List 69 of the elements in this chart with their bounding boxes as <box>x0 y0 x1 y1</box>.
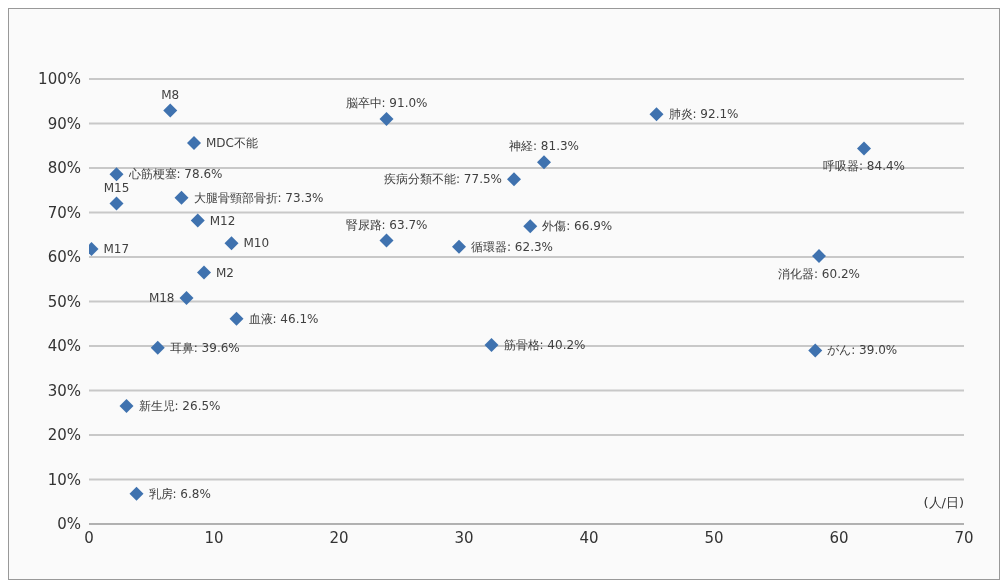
y-tick-label: 70% <box>47 203 81 222</box>
data-label: M12 <box>209 213 236 228</box>
point <box>109 167 124 182</box>
point <box>857 141 871 156</box>
data-label: M8 <box>161 87 180 102</box>
point <box>484 338 499 353</box>
y-tick-label: 10% <box>47 470 81 489</box>
x-axis-title: (人/日) <box>923 495 964 511</box>
y-tick-label: 90% <box>47 114 81 133</box>
data-label: 筋骨格: 40.2% <box>503 338 586 353</box>
point <box>190 213 205 228</box>
x-tick-label: 0 <box>84 528 94 547</box>
x-tick-label: 60 <box>829 528 849 547</box>
y-tick-label: 30% <box>47 381 81 400</box>
y-tick-label: 40% <box>47 337 81 356</box>
data-label: 腎尿路: 63.7% <box>345 217 428 232</box>
y-tick-label: 80% <box>47 159 81 178</box>
point <box>109 196 124 211</box>
x-tick-label: 20 <box>329 528 349 547</box>
data-label: 肺炎: 92.1% <box>668 107 739 122</box>
point <box>174 190 189 205</box>
x-tick-label: 70 <box>954 528 974 547</box>
data-label: 疾病分類不能: 77.5% <box>384 172 502 187</box>
x-tick-label: 10 <box>204 528 224 547</box>
point <box>537 155 551 170</box>
data-label: 神経: 81.3% <box>509 139 579 154</box>
data-label: 脳卒中: 91.0% <box>345 96 428 111</box>
data-label: M2 <box>216 265 234 280</box>
x-tick-label: 30 <box>454 528 474 547</box>
y-tick-label: 100% <box>38 70 81 89</box>
data-label: 呼吸器: 84.4% <box>823 159 905 174</box>
data-label: M17 <box>103 241 130 256</box>
y-tick-label: 60% <box>47 248 81 267</box>
point <box>379 233 394 248</box>
point <box>507 172 521 187</box>
data-label: M10 <box>243 236 270 251</box>
point <box>523 219 538 234</box>
data-label: 心筋梗塞: 78.6% <box>127 167 223 182</box>
point <box>163 103 178 118</box>
point <box>187 136 201 151</box>
y-tick-label: 0% <box>57 515 81 534</box>
point <box>197 265 211 280</box>
data-label: M18 <box>148 290 175 305</box>
x-tick-label: 40 <box>579 528 599 547</box>
point <box>808 343 823 358</box>
data-label: 外傷: 66.9% <box>542 219 613 234</box>
data-label: 血液: 46.1% <box>248 311 319 326</box>
data-label: M15 <box>103 180 130 195</box>
data-label: がん: 39.0% <box>827 343 898 358</box>
point <box>379 112 394 127</box>
data-label: 循環器: 62.3% <box>471 239 553 254</box>
point <box>452 239 466 254</box>
y-tick-label: 20% <box>47 426 81 445</box>
data-label: 耳鼻: 39.6% <box>169 340 240 355</box>
y-tick-label: 50% <box>47 292 81 311</box>
point <box>224 236 239 251</box>
x-tick-label: 50 <box>704 528 724 547</box>
point <box>812 249 826 264</box>
data-label: 大腿骨頸部骨折: 73.3% <box>193 190 324 205</box>
point <box>229 311 244 326</box>
data-label: 乳房: 6.8% <box>148 486 211 501</box>
point <box>179 290 194 305</box>
point <box>129 486 144 501</box>
point <box>649 107 664 122</box>
data-label: 消化器: 60.2% <box>778 267 860 282</box>
data-label: 新生児: 26.5% <box>138 399 221 414</box>
data-label: MDC不能 <box>206 136 258 151</box>
point <box>119 399 134 414</box>
point <box>150 340 165 355</box>
